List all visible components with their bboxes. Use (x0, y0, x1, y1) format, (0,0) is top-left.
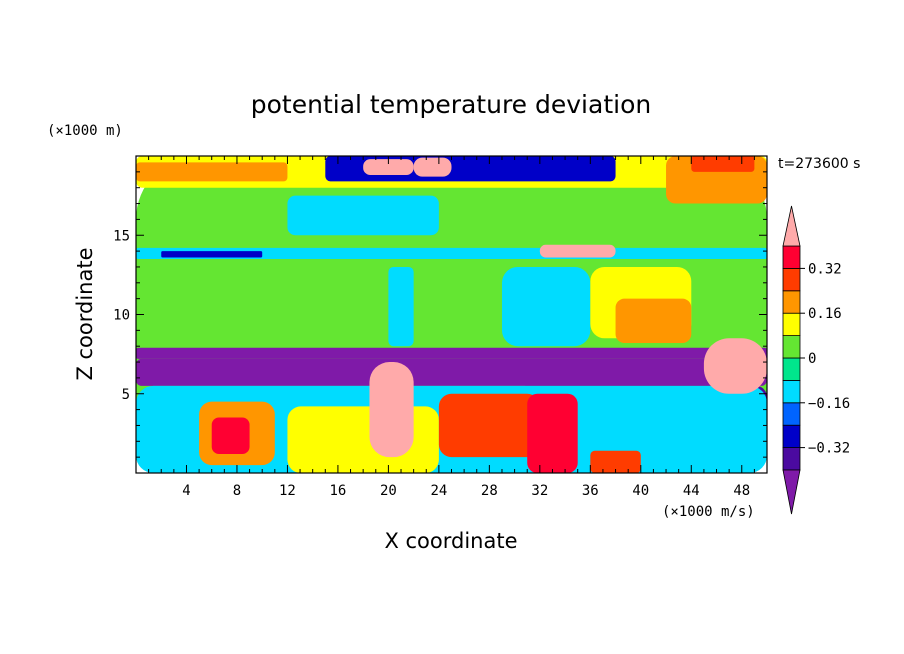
y-tick-label: 10 (113, 308, 130, 324)
heatmap-cell (501, 266, 591, 347)
x-tick-label: 28 (481, 483, 498, 499)
colorbar-bin (782, 402, 801, 426)
colorbar-over-arrow (782, 205, 801, 247)
heatmap-cell (211, 417, 250, 454)
heatmap-cell (590, 450, 641, 473)
colorbar-tick-label: −0.16 (808, 396, 850, 412)
heatmap-cell (136, 162, 288, 182)
heatmap-field (136, 156, 767, 473)
colorbar-bin (782, 267, 801, 292)
colorbar-tick-label: 0.16 (808, 306, 842, 322)
x-tick-label: 4 (182, 483, 190, 499)
heatmap-cell (527, 393, 578, 473)
colorbar-bin (782, 447, 801, 471)
y-unit-label: (×1000 m) (47, 123, 123, 139)
y-axis: 5 10 15 (113, 171, 767, 458)
heatmap-cell (369, 362, 414, 458)
x-tick-label: 36 (582, 483, 599, 499)
heatmap-cell (287, 195, 439, 236)
colorbar-bin (782, 424, 801, 449)
heatmap-cell (136, 358, 767, 386)
colorbar-under-arrow (782, 469, 801, 515)
x-tick-label: 32 (531, 483, 548, 499)
y-tick-label: 5 (122, 387, 130, 403)
x-tick-label: 48 (733, 483, 750, 499)
colorbar-bin (782, 312, 801, 337)
time-label: t=273600 s (778, 156, 860, 172)
x-tick-label: 44 (683, 483, 700, 499)
x-tick-label: 24 (430, 483, 447, 499)
x-tick-label: 40 (632, 483, 649, 499)
x-tick-label: 20 (380, 483, 397, 499)
x-tick-label: 16 (329, 483, 346, 499)
heatmap-cell (703, 338, 767, 394)
heatmap-cell (287, 406, 439, 473)
colorbar-tick-label: −0.32 (808, 441, 850, 457)
colorbar-bin (782, 357, 801, 381)
heatmap-cell (413, 157, 452, 177)
colorbar-bin (782, 379, 801, 404)
y-axis-title: Z coordinate (73, 247, 97, 380)
heatmap-cell (136, 347, 767, 359)
colorbar-tick-label: 0 (808, 351, 816, 367)
colorbar-tick-label: 0.32 (808, 261, 842, 277)
x-unit-label: (×1000 m/s) (662, 504, 755, 520)
y-tick-label: 15 (113, 228, 130, 244)
colorbar-bin (782, 335, 801, 359)
chart-title: potential temperature deviation (251, 90, 651, 119)
heatmap-cell (615, 298, 692, 344)
colorbar-bin (782, 245, 801, 269)
heatmap-cell (539, 244, 616, 258)
x-tick-label: 8 (233, 483, 241, 499)
x-axis: 4 8 12 16 20 24 28 32 36 40 44 48 (148, 156, 755, 499)
heatmap-cell (438, 393, 540, 458)
heatmap-cell (388, 266, 414, 347)
x-tick-label: 12 (279, 483, 296, 499)
colorbar: 0.32 0.16 0 −0.16 −0.32 (782, 205, 850, 515)
colorbar-bin (782, 290, 801, 314)
heatmap-cell (161, 251, 263, 258)
heatmap-cell (363, 159, 414, 176)
heatmap-cell (691, 156, 755, 172)
x-axis-title: X coordinate (384, 529, 517, 553)
